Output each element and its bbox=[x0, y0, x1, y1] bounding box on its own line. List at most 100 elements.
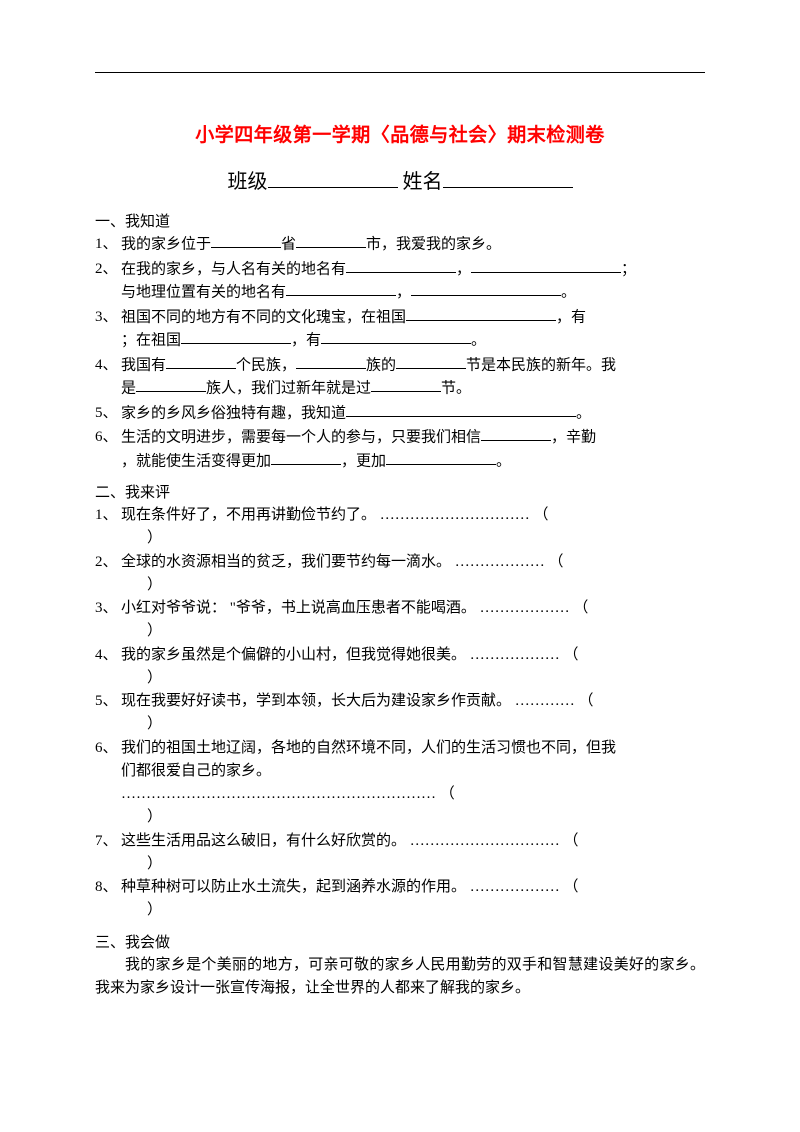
q-text: 。 bbox=[496, 453, 511, 469]
q-body: 生活的文明进步，需要每一个人的参与，只要我们相信，辛勤 ，就能使生活变得更加，更… bbox=[121, 426, 705, 473]
q-text: 小红对爷爷说： "爷爷，书上说高血压患者不能喝酒。 ……………… （ bbox=[121, 597, 705, 620]
tf-item: 2、全球的水资源相当的贫乏，我们要节约每一滴水。 ……………… （ ） bbox=[95, 551, 705, 598]
q-num: 5、 bbox=[95, 402, 121, 426]
fill-blank[interactable] bbox=[386, 450, 496, 465]
tf-item: 8、种草种树可以防止水土流失，起到涵养水源的作用。 ……………… （ ） bbox=[95, 876, 705, 923]
q-text: 生活的文明进步，需要每一个人的参与，只要我们相信 bbox=[121, 429, 481, 445]
fill-blank[interactable] bbox=[346, 402, 576, 417]
q-text: ； bbox=[621, 261, 636, 277]
fill-blank[interactable] bbox=[321, 329, 471, 344]
fill-blank[interactable] bbox=[136, 377, 206, 392]
name-label: 姓名 bbox=[403, 171, 443, 193]
q-body: 在我的家乡，与人名有关的地名有 ， ； 与地理位置有关的地名有 ， 。 bbox=[121, 258, 705, 305]
q-body: 祖国不同的地方有不同的文化瑰宝，在祖国，有 ；在祖国，有。 bbox=[121, 306, 705, 353]
q4-item: 4、 我国有个民族，族的节是本民族的新年。我 是族人，我们过新年就是过节。 bbox=[95, 354, 705, 401]
page-title: 小学四年级第一学期〈品德与社会〉期末检测卷 bbox=[95, 120, 705, 147]
fill-blank[interactable] bbox=[296, 233, 366, 248]
q5-item: 5、 家乡的乡风乡俗独特有趣，我知道。 bbox=[95, 402, 705, 426]
q3-item: 3、 祖国不同的地方有不同的文化瑰宝，在祖国，有 ；在祖国，有。 bbox=[95, 306, 705, 353]
q-text: 现在我要好好读书，学到本领，长大后为建设家乡作贡献。 ………… （ bbox=[121, 690, 705, 713]
q-num: 4、 bbox=[95, 354, 121, 401]
fill-blank[interactable] bbox=[166, 354, 236, 369]
q-num: 3、 bbox=[95, 597, 121, 620]
q-num: 2、 bbox=[95, 258, 121, 305]
class-blank[interactable] bbox=[268, 167, 398, 188]
q-text: 在我的家乡，与人名有关的地名有 bbox=[121, 261, 346, 277]
close-paren[interactable]: ） bbox=[95, 853, 705, 876]
close-paren[interactable]: ） bbox=[95, 667, 705, 690]
fill-blank[interactable] bbox=[286, 281, 396, 296]
close-paren[interactable]: ） bbox=[95, 527, 705, 550]
q-num: 1、 bbox=[95, 504, 121, 527]
q-text: 节是本民族的新年。我 bbox=[466, 357, 616, 373]
tf-item: 7、这些生活用品这么破旧，有什么好欣赏的。 ………………………… （ ） bbox=[95, 830, 705, 877]
q-text: 我们的祖国土地辽阔，各地的自然环境不同，人们的生活习惯也不同，但我 bbox=[121, 740, 616, 756]
q-text: ，就能使生活变得更加 bbox=[121, 453, 271, 469]
q-body: 我的家乡位于省市，我爱我的家乡。 bbox=[121, 233, 705, 257]
q2-item: 2、 在我的家乡，与人名有关的地名有 ， ； 与地理位置有关的地名有 ， 。 bbox=[95, 258, 705, 305]
section3-heading: 三、我会做 bbox=[95, 931, 705, 952]
close-paren[interactable]: ） bbox=[95, 620, 705, 643]
page-top-rule bbox=[95, 72, 705, 73]
fill-blank[interactable] bbox=[371, 377, 441, 392]
q-text: 全球的水资源相当的贫乏，我们要节约每一滴水。 ……………… （ bbox=[121, 551, 705, 574]
q-text: 。 bbox=[471, 332, 486, 348]
q-text: 种草种树可以防止水土流失，起到涵养水源的作用。 ……………… （ bbox=[121, 876, 705, 899]
tf-item: 6、 我们的祖国土地辽阔，各地的自然环境不同，人们的生活习惯也不同，但我 们都很… bbox=[95, 737, 705, 830]
q-num: 8、 bbox=[95, 876, 121, 899]
essay-text: 我的家乡是个美丽的地方，可亲可敬的家乡人民用勤劳的双手和智慧建设美好的家乡。我来… bbox=[95, 954, 705, 1001]
q-text: 们都很爱自己的家乡。 bbox=[121, 763, 271, 779]
fill-blank[interactable] bbox=[211, 233, 281, 248]
q-text: 省 bbox=[281, 236, 296, 252]
q-text: 。 bbox=[561, 284, 576, 300]
section2-heading: 二、我来评 bbox=[95, 481, 705, 502]
fill-blank[interactable] bbox=[411, 281, 561, 296]
q-text: 族的 bbox=[366, 357, 396, 373]
fill-blank[interactable] bbox=[406, 306, 556, 321]
q-text: 现在条件好了，不用再讲勤俭节约了。 ………………………… （ bbox=[121, 504, 705, 527]
fill-blank[interactable] bbox=[181, 329, 291, 344]
q-num: 7、 bbox=[95, 830, 121, 853]
q-text: ，更加 bbox=[341, 453, 386, 469]
fill-blank[interactable] bbox=[396, 354, 466, 369]
class-label: 班级 bbox=[228, 171, 268, 193]
q6-item: 6、 生活的文明进步，需要每一个人的参与，只要我们相信，辛勤 ，就能使生活变得更… bbox=[95, 426, 705, 473]
fill-blank[interactable] bbox=[346, 258, 456, 273]
q-num: 1、 bbox=[95, 233, 121, 257]
tf-item: 4、我的家乡虽然是个偏僻的小山村，但我觉得她很美。 ……………… （ ） bbox=[95, 644, 705, 691]
q-text: 祖国不同的地方有不同的文化瑰宝，在祖国 bbox=[121, 309, 406, 325]
tf-item: 1、现在条件好了，不用再讲勤俭节约了。 ………………………… （ ） bbox=[95, 504, 705, 551]
q-text: 我国有 bbox=[121, 357, 166, 373]
q-num: 4、 bbox=[95, 644, 121, 667]
close-paren[interactable]: ） bbox=[95, 574, 705, 597]
fill-blank[interactable] bbox=[271, 450, 341, 465]
q-text: ， bbox=[396, 284, 411, 300]
student-info-row: 班级 姓名 bbox=[95, 165, 705, 194]
q-text: 这些生活用品这么破旧，有什么好欣赏的。 ………………………… （ bbox=[121, 830, 705, 853]
q-text: 我的家乡虽然是个偏僻的小山村，但我觉得她很美。 ……………… （ bbox=[121, 644, 705, 667]
q-text: 是 bbox=[121, 380, 136, 396]
section1-heading: 一、我知道 bbox=[95, 210, 705, 231]
q-num: 2、 bbox=[95, 551, 121, 574]
q1-item: 1、 我的家乡位于省市，我爱我的家乡。 bbox=[95, 233, 705, 257]
q-body: 家乡的乡风乡俗独特有趣，我知道。 bbox=[121, 402, 705, 426]
tf-item: 5、现在我要好好读书，学到本领，长大后为建设家乡作贡献。 ………… （ ） bbox=[95, 690, 705, 737]
q-text: ，有 bbox=[556, 309, 586, 325]
q-body: 我国有个民族，族的节是本民族的新年。我 是族人，我们过新年就是过节。 bbox=[121, 354, 705, 401]
close-paren[interactable]: ） bbox=[95, 899, 705, 922]
fill-blank[interactable] bbox=[471, 258, 621, 273]
q-text: 与地理位置有关的地名有 bbox=[121, 284, 286, 300]
q-text: 。 bbox=[576, 405, 591, 421]
q-text: 节。 bbox=[441, 380, 471, 396]
q-text: ……………………………………………………… （ bbox=[121, 786, 455, 802]
section1-list: 1、 我的家乡位于省市，我爱我的家乡。 2、 在我的家乡，与人名有关的地名有 ， ；… bbox=[95, 233, 705, 473]
worksheet-page: 小学四年级第一学期〈品德与社会〉期末检测卷 班级 姓名 一、我知道 1、 我的家… bbox=[0, 0, 800, 1050]
q-text: ， bbox=[456, 261, 471, 277]
tf-item: 3、小红对爷爷说： "爷爷，书上说高血压患者不能喝酒。 ……………… （ ） bbox=[95, 597, 705, 644]
close-paren[interactable]: ） bbox=[95, 713, 705, 736]
close-paren[interactable]: ） bbox=[95, 806, 705, 829]
fill-blank[interactable] bbox=[481, 426, 551, 441]
fill-blank[interactable] bbox=[296, 354, 366, 369]
q-text: 族人，我们过新年就是过 bbox=[206, 380, 371, 396]
name-blank[interactable] bbox=[443, 167, 573, 188]
